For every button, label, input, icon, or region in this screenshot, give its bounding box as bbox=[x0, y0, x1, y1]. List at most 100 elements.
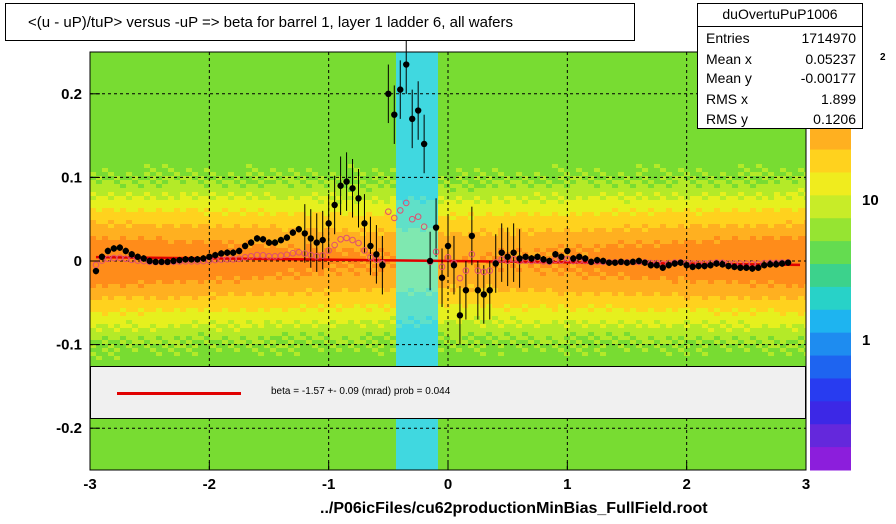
heatmap-cell bbox=[306, 68, 313, 73]
heatmap-cell bbox=[198, 332, 205, 337]
heatmap-cell bbox=[246, 360, 253, 365]
heatmap-cell bbox=[108, 360, 115, 365]
heatmap-cell bbox=[312, 276, 319, 281]
heatmap-cell bbox=[300, 116, 307, 121]
heatmap-cell bbox=[288, 52, 295, 57]
heatmap-cell bbox=[324, 464, 331, 469]
heatmap-cell bbox=[114, 264, 121, 269]
heatmap-cell bbox=[144, 124, 151, 129]
heatmap-cell bbox=[120, 200, 127, 205]
heatmap-cell bbox=[348, 272, 355, 277]
heatmap-cell bbox=[300, 96, 307, 101]
heatmap-cell bbox=[108, 52, 115, 57]
heatmap-cell bbox=[102, 96, 109, 101]
heatmap-cell bbox=[222, 440, 229, 445]
heatmap-cell bbox=[168, 108, 175, 113]
heatmap-cell bbox=[258, 304, 265, 309]
heatmap-cell bbox=[366, 132, 373, 137]
heatmap-cell bbox=[210, 296, 217, 301]
heatmap-cell bbox=[312, 208, 319, 213]
heatmap-cell bbox=[360, 284, 367, 289]
heatmap-cell bbox=[90, 216, 97, 221]
heatmap-cell bbox=[144, 104, 151, 109]
heatmap-cell bbox=[108, 284, 115, 289]
heatmap-cell bbox=[114, 80, 121, 85]
heatmap-cell bbox=[138, 104, 145, 109]
heatmap-cell bbox=[348, 336, 355, 341]
heatmap-cell bbox=[162, 148, 169, 153]
heatmap-cell bbox=[342, 60, 349, 65]
heatmap-cell bbox=[192, 72, 199, 77]
heatmap-cell bbox=[288, 320, 295, 325]
heatmap-cell bbox=[288, 436, 295, 441]
heatmap-cell bbox=[228, 436, 235, 441]
heatmap-cell bbox=[252, 300, 259, 305]
heatmap-cell bbox=[366, 80, 373, 85]
heatmap-cell bbox=[294, 112, 301, 117]
heatmap-cell bbox=[150, 184, 157, 189]
heatmap-cell bbox=[186, 76, 193, 81]
heatmap-cell bbox=[180, 52, 187, 57]
heatmap-cell bbox=[264, 128, 271, 133]
heatmap-cell bbox=[312, 128, 319, 133]
heatmap-cell bbox=[240, 88, 247, 93]
heatmap-cell bbox=[174, 184, 181, 189]
heatmap-cell bbox=[198, 308, 205, 313]
heatmap-cell bbox=[96, 284, 103, 289]
heatmap-cell bbox=[252, 160, 259, 165]
heatmap-cell bbox=[186, 436, 193, 441]
heatmap-cell bbox=[126, 448, 133, 453]
heatmap-cell bbox=[144, 304, 151, 309]
heatmap-cell bbox=[150, 276, 157, 281]
heatmap-cell bbox=[132, 296, 139, 301]
heatmap-cell bbox=[210, 228, 217, 233]
heatmap-cell bbox=[102, 212, 109, 217]
heatmap-cell bbox=[156, 72, 163, 77]
heatmap-cell bbox=[330, 436, 337, 441]
heatmap-cell bbox=[186, 300, 193, 305]
heatmap-cell bbox=[366, 308, 373, 313]
heatmap-cell bbox=[186, 356, 193, 361]
heatmap-cell bbox=[222, 140, 229, 145]
heatmap-cell bbox=[258, 56, 265, 61]
heatmap-cell bbox=[144, 76, 151, 81]
heatmap-cell bbox=[348, 172, 355, 177]
heatmap-cell bbox=[216, 68, 223, 73]
heatmap-cell bbox=[372, 148, 379, 153]
heatmap-cell bbox=[198, 280, 205, 285]
heatmap-cell bbox=[162, 244, 169, 249]
heatmap-cell bbox=[258, 200, 265, 205]
heatmap-cell bbox=[306, 212, 313, 217]
heatmap-cell bbox=[330, 352, 337, 357]
heatmap-cell bbox=[300, 180, 307, 185]
heatmap-cell bbox=[138, 356, 145, 361]
heatmap-cell bbox=[336, 320, 343, 325]
heatmap-cell bbox=[306, 220, 313, 225]
heatmap-cell bbox=[336, 128, 343, 133]
heatmap-cell bbox=[300, 436, 307, 441]
heatmap-cell bbox=[300, 460, 307, 465]
heatmap-cell bbox=[342, 284, 349, 289]
heatmap-cell bbox=[336, 300, 343, 305]
heatmap-cell bbox=[276, 168, 283, 173]
heatmap-cell bbox=[354, 160, 361, 165]
heatmap-cell bbox=[156, 332, 163, 337]
heatmap-cell bbox=[168, 192, 175, 197]
heatmap-cell bbox=[192, 356, 199, 361]
heatmap-cell bbox=[306, 208, 313, 213]
heatmap-cell bbox=[126, 452, 133, 457]
heatmap-cell bbox=[330, 88, 337, 93]
heatmap-cell bbox=[180, 196, 187, 201]
heatmap-cell bbox=[300, 100, 307, 105]
heatmap-cell bbox=[336, 336, 343, 341]
heatmap-cell bbox=[270, 352, 277, 357]
heatmap-cell bbox=[324, 152, 331, 157]
heatmap-cell bbox=[372, 232, 379, 237]
heatmap-cell bbox=[312, 148, 319, 153]
heatmap-cell bbox=[90, 436, 97, 441]
heatmap-cell bbox=[114, 316, 121, 321]
heatmap-cell bbox=[300, 68, 307, 73]
heatmap-cell bbox=[336, 328, 343, 333]
heatmap-cell bbox=[96, 88, 103, 93]
heatmap-cell bbox=[300, 72, 307, 77]
